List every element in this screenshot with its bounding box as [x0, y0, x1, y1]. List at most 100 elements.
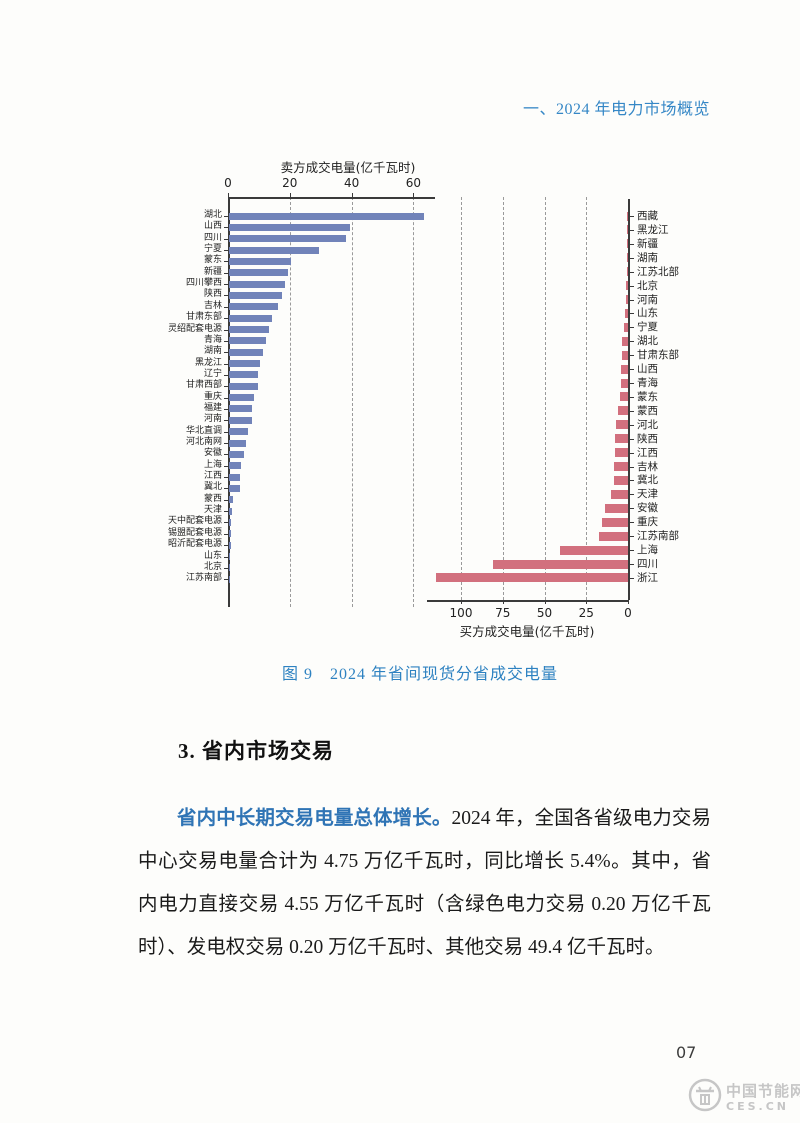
buyer-category-label: 新疆 [637, 237, 658, 250]
seller-axis-tick [228, 193, 229, 197]
seller-axis-tick-label: 0 [224, 176, 232, 190]
buyer-bar [615, 434, 628, 444]
seller-category-label: 河南 [203, 414, 222, 425]
seller-bar [229, 246, 319, 254]
page-header: 一、2024 年电力市场概览 [522, 101, 710, 118]
seller-row-tick [224, 261, 228, 263]
buyer-bar [625, 308, 628, 318]
seller-bar [229, 484, 240, 492]
seller-bar [229, 553, 231, 560]
buyer-bar [626, 281, 628, 291]
watermark-logo-icon [688, 1078, 722, 1117]
buyer-category-label: 上海 [637, 544, 658, 557]
seller-category-label: 四川 [203, 232, 222, 243]
buyer-axis-tick [586, 600, 588, 604]
seller-category-label: 蒙东 [203, 255, 222, 266]
buyer-axis-tick [544, 600, 546, 604]
seller-category-label: 湖北 [203, 210, 222, 220]
seller-category-label: 华北直调 [185, 425, 222, 436]
buyer-category-label: 冀北 [637, 474, 658, 487]
seller-axis-tick-label: 40 [343, 176, 360, 190]
buyer-row-tick [629, 480, 634, 482]
seller-category-label: 天津 [203, 505, 222, 516]
buyer-row-tick [629, 508, 634, 510]
seller-category-label: 江西 [203, 471, 222, 482]
figure-caption: 图 9 2024 年省间现货分省成交电量 [281, 666, 558, 683]
buyer-bar [627, 211, 628, 221]
buyer-bar [623, 322, 628, 332]
seller-category-label: 安徽 [203, 448, 222, 459]
seller-bar [229, 416, 253, 424]
seller-axis-tick-label: 20 [282, 176, 298, 190]
buyer-category-label: 陕西 [637, 432, 658, 445]
buyer-row-tick [629, 257, 634, 259]
seller-category-label: 河北南网 [185, 437, 222, 447]
buyer-axis-tick-label: 25 [578, 606, 594, 620]
buyer-axis-tick [628, 600, 629, 604]
buyer-row-tick [629, 452, 634, 454]
seller-category-label: 宁夏 [203, 244, 222, 255]
seller-bar [229, 337, 267, 345]
section-heading: 3. 省内市场交易 [178, 739, 334, 763]
seller-category-label: 陕西 [203, 289, 222, 300]
buyer-row-tick [629, 229, 634, 231]
seller-bar [229, 314, 273, 322]
seller-row-tick [224, 216, 228, 217]
seller-gridline [289, 197, 291, 607]
buyer-row-tick [629, 466, 634, 468]
buyer-bar [625, 295, 628, 305]
seller-axis-tick [351, 193, 353, 197]
seller-category-label: 山东 [203, 550, 222, 561]
seller-category-label: 蒙西 [203, 493, 222, 504]
buyer-bar [604, 503, 628, 513]
buyer-category-label: 蒙东 [637, 390, 658, 403]
buyer-bar [598, 531, 628, 541]
buyer-row-tick [629, 243, 634, 245]
seller-bar [229, 530, 231, 538]
seller-row-tick [224, 420, 228, 422]
seller-bar [229, 223, 350, 231]
seller-category-label: 北京 [203, 561, 222, 572]
seller-row-tick [224, 318, 228, 320]
seller-bar [229, 450, 245, 458]
buyer-bar [611, 489, 628, 499]
seller-category-label: 黑龙江 [194, 357, 222, 368]
seller-row-tick [224, 329, 228, 331]
buyer-bar [626, 253, 628, 263]
buyer-bar [559, 545, 628, 555]
seller-bar [229, 462, 242, 470]
buyer-row-tick [629, 564, 634, 565]
buyer-row-tick [629, 438, 634, 440]
seller-bar [229, 348, 263, 356]
buyer-axis-title: 买方成交电量(亿千瓦时) [459, 624, 595, 639]
buyer-category-label: 江苏北部 [637, 265, 679, 278]
seller-bar [229, 405, 253, 413]
seller-category-label: 山西 [203, 221, 222, 232]
buyer-category-label: 四川 [637, 558, 658, 570]
buyer-bar [613, 462, 628, 472]
seller-row-tick [224, 227, 228, 229]
seller-category-label: 甘肃东部 [185, 312, 222, 323]
seller-category-label: 灵绍配套电源 [167, 323, 222, 334]
seller-gridline [413, 197, 415, 607]
buyer-bar [435, 573, 628, 583]
seller-gridline [351, 197, 353, 607]
buyer-category-label: 江西 [637, 446, 658, 459]
seller-row-tick [224, 272, 228, 274]
watermark-en-text: CES.CN [726, 1099, 789, 1113]
seller-category-label: 天中配套电源 [167, 516, 222, 527]
buyer-bar [617, 406, 628, 416]
seller-axis-title: 卖方成交电量(亿千瓦时) [280, 160, 416, 175]
seller-row-tick [224, 443, 228, 444]
paragraph-lead: 省内中长期交易电量总体增长。 [177, 808, 452, 829]
seller-top-axis [228, 197, 435, 199]
buyer-category-label: 重庆 [637, 516, 658, 529]
buyer-row-tick [629, 299, 634, 301]
buyer-bar [621, 364, 628, 374]
buyer-category-label: 青海 [637, 377, 658, 390]
seller-bar [229, 360, 260, 368]
seller-category-label: 冀北 [203, 482, 222, 493]
seller-axis-tick-label: 60 [405, 176, 422, 190]
seller-row-tick [224, 545, 228, 547]
seller-bar [229, 326, 270, 333]
